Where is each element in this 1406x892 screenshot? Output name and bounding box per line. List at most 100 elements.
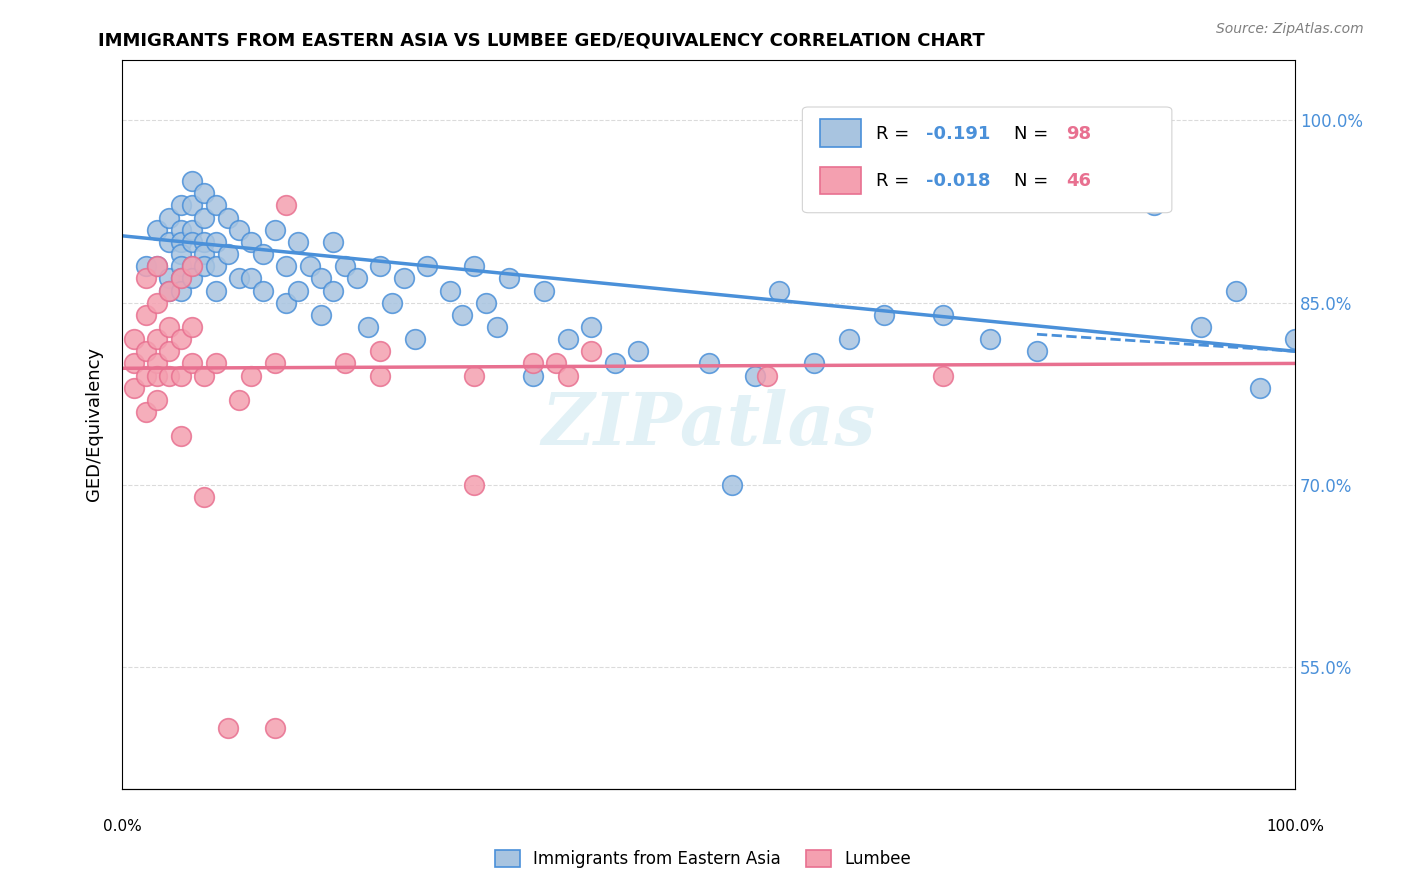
Point [170,259,193,273]
Point [228,392,250,407]
Point [181,259,204,273]
Point [217,721,239,735]
FancyBboxPatch shape [820,167,860,194]
Point [932,368,955,383]
Point [205,356,228,370]
Point [170,235,193,249]
Point [240,368,263,383]
Point [122,381,145,395]
Point [134,405,156,419]
Point [157,235,180,249]
Point [170,271,193,285]
Point [193,247,215,261]
Point [463,259,485,273]
Point [170,198,193,212]
Point [263,721,285,735]
Point [439,284,461,298]
Point [122,356,145,370]
Point [205,235,228,249]
Point [333,356,356,370]
Point [228,271,250,285]
Point [181,320,204,334]
Point [311,271,333,285]
Point [381,295,404,310]
Point [721,478,744,492]
Point [1108,113,1130,128]
Point [193,259,215,273]
Point [181,198,204,212]
Point [357,320,380,334]
Point [1284,332,1306,346]
Point [240,235,263,249]
Point [368,368,391,383]
Point [157,368,180,383]
Point [768,284,790,298]
Point [181,174,204,188]
Point [298,259,321,273]
Point [217,211,239,225]
Point [193,490,215,504]
Point [181,235,204,249]
Point [346,271,368,285]
Point [1249,381,1271,395]
Point [263,223,285,237]
Text: -0.191: -0.191 [925,125,990,143]
Point [838,332,860,346]
Y-axis label: GED/Equivalency: GED/Equivalency [86,347,103,501]
Point [979,332,1001,346]
Text: ZIPatlas: ZIPatlas [541,389,876,459]
Point [146,295,169,310]
Point [205,259,228,273]
Point [486,320,509,334]
Text: R =: R = [876,125,915,143]
Point [368,344,391,359]
Point [205,198,228,212]
Point [744,368,766,383]
Point [498,271,520,285]
Point [157,271,180,285]
Point [181,259,204,273]
Point [146,332,169,346]
Point [756,368,779,383]
Point [627,344,650,359]
Point [276,295,298,310]
Point [311,308,333,322]
Text: N =: N = [1014,172,1053,190]
Point [1143,198,1166,212]
Point [146,368,169,383]
Point [170,429,193,443]
Point [1049,113,1071,128]
Point [544,356,567,370]
Point [263,356,285,370]
Point [333,259,356,273]
Point [322,235,344,249]
Point [146,356,169,370]
Point [170,223,193,237]
Point [463,478,485,492]
Point [181,356,204,370]
Point [252,247,274,261]
FancyBboxPatch shape [803,107,1171,212]
Text: -0.018: -0.018 [925,172,990,190]
Point [181,223,204,237]
Point [803,356,825,370]
Point [170,332,193,346]
Point [134,368,156,383]
Point [557,368,579,383]
Point [193,368,215,383]
Point [252,284,274,298]
Point [368,259,391,273]
Point [697,794,720,808]
Point [205,284,228,298]
Point [170,368,193,383]
Point [416,259,439,273]
Text: Source: ZipAtlas.com: Source: ZipAtlas.com [1216,22,1364,37]
Point [322,284,344,298]
Point [474,295,496,310]
Point [463,368,485,383]
Point [170,284,193,298]
Point [287,284,309,298]
Text: R =: R = [876,172,915,190]
Point [240,271,263,285]
Point [157,284,180,298]
